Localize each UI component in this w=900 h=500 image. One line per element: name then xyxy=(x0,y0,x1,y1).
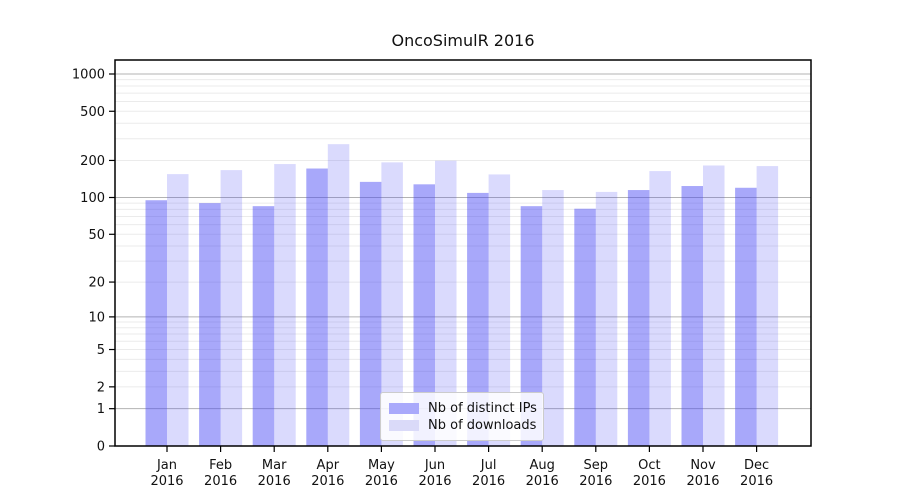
y-tick-label-20: 20 xyxy=(88,276,105,291)
y-tick-label-500: 500 xyxy=(80,105,105,120)
x-tick-label-Mar: Mar xyxy=(262,458,287,473)
bar-downloads-Sep xyxy=(595,191,618,446)
x-tick-label-year-Jul: 2016 xyxy=(472,474,505,489)
bar-downloads-Nov xyxy=(703,165,725,447)
bar-downloads-Feb xyxy=(220,170,243,446)
legend-label-downloads: Nb of downloads xyxy=(428,417,537,433)
x-tick-label-Dec: Dec xyxy=(744,458,769,473)
x-tick-label-Nov: Nov xyxy=(690,458,716,473)
bar-distinct-ips-May xyxy=(359,181,382,446)
y-tick-label-10: 10 xyxy=(88,310,105,325)
x-tick-label-year-Mar: 2016 xyxy=(258,474,291,489)
x-tick-label-year-Apr: 2016 xyxy=(311,474,344,489)
bar-distinct-ips-Jun xyxy=(413,184,435,446)
bar-downloads-Jul xyxy=(488,174,511,446)
bar-downloads-Mar xyxy=(274,164,296,446)
y-tick-label-5: 5 xyxy=(97,343,105,358)
bar-distinct-ips-Nov xyxy=(681,186,703,446)
y-tick-label-50: 50 xyxy=(88,228,105,243)
bar-downloads-Apr xyxy=(327,144,350,446)
legend-swatch-downloads xyxy=(389,419,419,431)
bar-distinct-ips-Apr xyxy=(306,168,328,446)
x-tick-label-Feb: Feb xyxy=(209,458,232,473)
x-tick-label-year-May: 2016 xyxy=(365,474,398,489)
legend-swatch-distinct-ips xyxy=(389,402,419,414)
x-tick-label-year-Oct: 2016 xyxy=(633,474,666,489)
x-tick-label-May: May xyxy=(368,458,395,473)
x-tick-label-Aug: Aug xyxy=(530,458,555,473)
legend: Nb of distinct IPs Nb of downloads xyxy=(380,392,544,441)
bar-downloads-Jun xyxy=(435,160,457,446)
legend-label-distinct-ips: Nb of distinct IPs xyxy=(428,400,537,416)
bar-downloads-May xyxy=(381,162,403,446)
x-tick-label-year-Aug: 2016 xyxy=(526,474,559,489)
bar-downloads-Aug xyxy=(542,190,564,446)
bar-distinct-ips-Dec xyxy=(735,187,757,446)
bar-downloads-Oct xyxy=(649,171,671,446)
x-tick-label-year-Jan: 2016 xyxy=(150,474,183,489)
bar-distinct-ips-Feb xyxy=(199,203,221,446)
x-tick-label-Jul: Jul xyxy=(480,458,497,473)
x-tick-label-year-Dec: 2016 xyxy=(740,474,773,489)
y-tick-label-0: 0 xyxy=(97,440,105,455)
bar-distinct-ips-Jan xyxy=(145,200,167,446)
y-tick-label-200: 200 xyxy=(80,154,105,169)
y-tick-label-1: 1 xyxy=(97,402,105,417)
x-tick-label-Sep: Sep xyxy=(584,458,609,473)
y-tick-label-100: 100 xyxy=(80,191,105,206)
x-tick-label-Jun: Jun xyxy=(424,458,445,473)
x-tick-label-year-Nov: 2016 xyxy=(686,474,719,489)
x-tick-label-Apr: Apr xyxy=(317,458,340,473)
bar-downloads-Dec xyxy=(756,166,779,446)
x-tick-label-year-Jun: 2016 xyxy=(418,474,451,489)
legend-row-downloads: Nb of downloads xyxy=(389,417,537,433)
x-tick-label-Jan: Jan xyxy=(156,458,177,473)
y-tick-label-2: 2 xyxy=(97,380,105,395)
bar-distinct-ips-Aug xyxy=(520,206,543,446)
bar-distinct-ips-Oct xyxy=(627,190,650,446)
bar-distinct-ips-Jul xyxy=(467,192,489,446)
bar-distinct-ips-Mar xyxy=(252,206,275,446)
bar-downloads-Jan xyxy=(167,174,189,446)
x-tick-label-Oct: Oct xyxy=(638,458,660,473)
plot-frame xyxy=(114,59,812,447)
x-tick-label-year-Sep: 2016 xyxy=(579,474,612,489)
y-tick-label-1000: 1000 xyxy=(72,68,105,83)
legend-row-distinct-ips: Nb of distinct IPs xyxy=(389,400,537,416)
bar-distinct-ips-Sep xyxy=(574,208,596,446)
chart-title: OncoSimulR 2016 xyxy=(391,31,535,50)
x-tick-label-year-Feb: 2016 xyxy=(204,474,237,489)
